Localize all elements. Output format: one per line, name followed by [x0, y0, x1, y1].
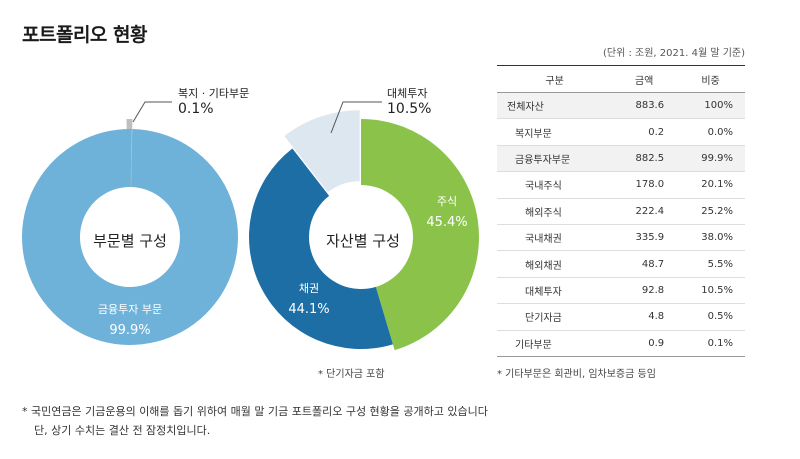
row-share: 0.1%: [676, 330, 745, 357]
table-row: 국내채권 335.9 38.0%: [497, 224, 745, 252]
row-amount: 883.6: [612, 92, 677, 120]
alternative-slice-value: 10.5%: [387, 101, 431, 117]
financial-slice-value: 99.9%: [109, 323, 150, 338]
table-footnote: * 기타부문은 회관비, 임차보증금 등임: [497, 369, 656, 380]
row-share: 100%: [676, 92, 745, 120]
row-share: 0.5%: [676, 303, 745, 331]
row-amount: 222.4: [612, 198, 677, 225]
row-name: 금융투자부문: [497, 145, 613, 173]
alternative-slice-label: 대체투자: [387, 87, 427, 100]
row-name: 단기자금: [497, 303, 613, 331]
table-row: 단기자금 4.8 0.5%: [497, 303, 745, 331]
disclosure-line-1: * 국민연금은 기금운용의 이해를 돕기 위하여 매월 말 기금 포트폴리오 구…: [22, 405, 488, 418]
row-share: 38.0%: [676, 224, 745, 252]
row-name: 해외채권: [497, 250, 613, 278]
table-row: 대체투자 92.8 10.5%: [497, 277, 745, 305]
row-share: 0.0%: [676, 118, 745, 146]
table-row: 국내주식 178.0 20.1%: [497, 171, 745, 199]
header-amount: 금액: [612, 65, 677, 93]
asset-chart-title: 자산별 구성: [326, 232, 400, 250]
financial-slice-label: 금융투자 부문: [98, 303, 162, 316]
sector-composition-chart: [22, 119, 239, 346]
row-share: 10.5%: [676, 277, 745, 305]
row-share: 5.5%: [676, 250, 745, 278]
row-name: 기타부문: [497, 330, 613, 357]
table-row: 전체자산 883.6 100%: [497, 92, 745, 120]
header-category: 구분: [497, 65, 613, 93]
row-name: 대체투자: [497, 277, 613, 305]
row-amount: 178.0: [612, 171, 677, 199]
row-name: 국내채권: [497, 224, 613, 252]
sector-chart-title: 부문별 구성: [93, 232, 167, 250]
welfare-slice-label: 복지 · 기타부문: [178, 87, 249, 100]
disclosure-note: * 국민연금은 기금운용의 이해를 돕기 위하여 매월 말 기금 포트폴리오 구…: [22, 402, 488, 440]
bonds-slice: [248, 148, 393, 349]
row-amount: 92.8: [612, 277, 677, 305]
asset-composition-chart: [248, 110, 479, 351]
stocks-slice-value: 45.4%: [426, 215, 467, 230]
welfare-leader-line: [132, 101, 172, 123]
table-row: 기타부문 0.9 0.1%: [497, 330, 745, 357]
row-amount: 48.7: [612, 250, 677, 278]
portfolio-table: 구분 금액 비중 전체자산 883.6 100% 복지부문 0.2 0.0% 금융투자부문 8…: [497, 65, 745, 357]
welfare-slice-value: 0.1%: [178, 101, 214, 117]
row-share: 20.1%: [676, 171, 745, 199]
bonds-slice-label: 채권: [299, 282, 319, 295]
row-share: 99.9%: [676, 145, 745, 173]
row-amount: 0.2: [612, 118, 677, 146]
table-row: 복지부문 0.2 0.0%: [497, 118, 745, 146]
disclosure-line-2: 단, 상기 수치는 결산 전 잠정치입니다.: [34, 424, 211, 437]
table-row: 해외채권 48.7 5.5%: [497, 250, 745, 278]
page-title: 포트폴리오 현황: [22, 24, 147, 46]
row-amount: 882.5: [612, 145, 677, 173]
stocks-slice: [361, 119, 479, 351]
table-row: 해외주식 222.4 25.2%: [497, 198, 745, 225]
header-share: 비중: [676, 65, 745, 93]
unit-note: (단위 : 조원, 2021. 4월 말 기준): [602, 48, 745, 59]
row-share: 25.2%: [676, 198, 745, 225]
asset-chart-footnote: * 단기자금 포함: [318, 369, 385, 380]
financial-slice: [22, 129, 239, 346]
row-amount: 0.9: [612, 330, 677, 357]
row-name: 복지부문: [497, 118, 613, 146]
table-header-row: 구분 금액 비중: [497, 65, 745, 93]
alternative-leader-line: [330, 101, 382, 134]
row-amount: 335.9: [612, 224, 677, 252]
pie-charts: 부문별 구성 금융투자 부문 99.9% 복지 · 기타부문 0.1% 자산별 …: [22, 87, 479, 351]
bonds-slice-value: 44.1%: [288, 302, 329, 317]
stocks-slice-label: 주식: [437, 195, 457, 208]
table-row: 금융투자부문 882.5 99.9%: [497, 145, 745, 173]
row-amount: 4.8: [612, 303, 677, 331]
row-name: 전체자산: [497, 92, 613, 120]
alternative-slice: [284, 110, 360, 193]
row-name: 국내주식: [497, 171, 613, 199]
row-name: 해외주식: [497, 198, 613, 225]
